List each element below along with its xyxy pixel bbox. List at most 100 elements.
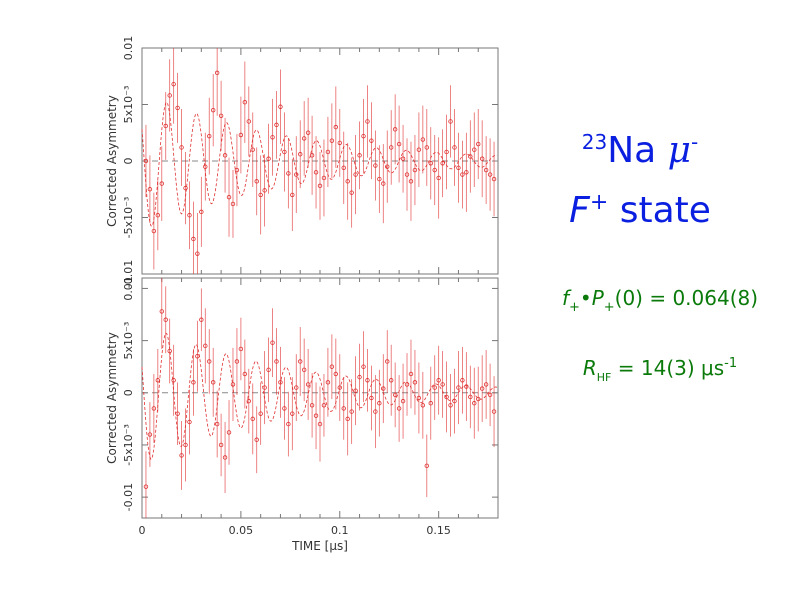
x-tick-label: 0 <box>139 524 146 537</box>
x-axis-title: TIME [μs] <box>291 539 348 553</box>
top-data-point <box>210 107 216 113</box>
bottom-data-point <box>392 392 398 398</box>
bottom-data-point <box>167 348 172 354</box>
bottom-data-point <box>444 394 449 400</box>
top-data-point <box>309 153 315 158</box>
top-data-point <box>369 138 374 143</box>
bottom-data-point <box>305 382 311 387</box>
state-word: state <box>619 190 711 231</box>
bottom-data-point <box>365 378 370 383</box>
bottom-data-point <box>483 382 489 387</box>
top-data-point <box>479 156 485 161</box>
bottom-data-point <box>151 406 157 411</box>
top-data-point <box>238 132 244 138</box>
bottom-data-point <box>472 401 477 406</box>
bottom-data-point <box>143 484 149 489</box>
bottom-data-point <box>341 406 346 411</box>
bottom-data-point <box>163 317 168 322</box>
bottom-data-point <box>400 398 406 404</box>
bottom-data-point <box>333 371 339 377</box>
bottom-data-point <box>385 359 390 364</box>
bottom-data-point <box>349 409 354 414</box>
top-data-point <box>341 165 346 170</box>
bottom-data-point <box>428 401 433 406</box>
bottom-data-point <box>214 421 220 427</box>
top-data-point <box>317 183 323 189</box>
top-data-point <box>440 161 445 166</box>
x-tick-label: 0.15 <box>426 524 451 537</box>
top-data-point <box>254 179 259 184</box>
top-data-point <box>242 100 248 105</box>
bottom-data-point <box>195 354 200 359</box>
bottom-y-tick-label: 0.01 <box>122 276 135 301</box>
bottom-y-tick-label: 5x10⁻³ <box>122 322 135 360</box>
top-data-point <box>452 145 457 150</box>
top-data-point <box>337 140 342 146</box>
top-data-point <box>424 145 429 150</box>
top-data-point <box>420 137 426 142</box>
bottom-data-point <box>254 437 259 442</box>
bottom-y-tick-label: -5x10⁻³ <box>122 424 135 466</box>
top-data-point <box>195 251 200 256</box>
top-data-point <box>199 209 204 215</box>
top-data-point <box>313 170 319 175</box>
param1-value: (0) = 0.064(8) <box>614 286 759 310</box>
bottom-data-point <box>456 385 461 390</box>
bottom-data-point <box>309 403 315 408</box>
top-data-point <box>329 138 335 143</box>
bottom-y-ticks: -0.01 -5x10⁻³ 0 5x10⁻³ 0.01 <box>122 276 499 518</box>
top-data-point <box>373 163 378 168</box>
top-data-point <box>357 153 362 158</box>
particle-charge: - <box>691 130 699 154</box>
bottom-data-point <box>317 421 323 427</box>
bottom-panel: -0.01 -5x10⁻³ 0 5x10⁻³ 0.01 0 0.05 0.1 0.15 Cor… <box>105 276 499 553</box>
top-data-point <box>464 170 469 175</box>
bottom-data-point <box>179 453 184 458</box>
bottom-data-point <box>238 346 244 352</box>
top-data-point <box>428 161 433 166</box>
param2-exponent: -1 <box>724 356 738 371</box>
bottom-data-point <box>381 386 386 391</box>
top-data-point <box>286 171 291 176</box>
bottom-data-point <box>191 380 196 385</box>
top-data-point <box>392 127 398 132</box>
bottom-data-point <box>301 367 307 373</box>
x-tick-label: 0.1 <box>331 524 349 537</box>
bottom-data-point <box>222 455 228 460</box>
top-data-point <box>377 176 382 182</box>
bottom-data-point <box>270 340 275 345</box>
top-data-point <box>365 119 370 124</box>
top-data-point <box>278 104 283 109</box>
bottom-data-point <box>203 343 208 349</box>
bottom-data-point <box>321 403 327 408</box>
top-data-point <box>404 172 410 177</box>
bottom-data-point <box>147 432 153 437</box>
top-data-point <box>468 154 473 159</box>
bottom-data-point <box>175 411 180 416</box>
bottom-data-point <box>250 416 255 422</box>
bottom-data-point <box>290 411 295 416</box>
bottom-data-point <box>452 398 457 404</box>
top-data-point <box>167 93 172 98</box>
bottom-data-point <box>171 378 176 383</box>
param2-R: R <box>582 356 597 380</box>
bottom-data-point <box>329 364 335 369</box>
param1-f: f <box>561 286 569 310</box>
top-data-point <box>385 164 390 169</box>
bottom-data-point <box>313 413 319 418</box>
param1-f-sub: + <box>568 300 580 315</box>
bottom-fit-curve <box>141 332 498 460</box>
bottom-data-point <box>361 364 366 369</box>
bottom-data-point <box>408 371 414 377</box>
top-data-point <box>353 172 358 177</box>
top-data-point <box>349 190 354 195</box>
top-y-tick-label: 5x10⁻³ <box>122 86 135 124</box>
top-data-point <box>361 133 366 139</box>
bottom-data-point <box>464 384 469 389</box>
bottom-data-point <box>420 403 426 408</box>
top-data-point <box>333 124 339 130</box>
bottom-data-point <box>448 403 453 408</box>
top-data-point <box>282 149 287 155</box>
top-data-point <box>222 153 228 158</box>
bottom-data-point <box>278 380 283 385</box>
